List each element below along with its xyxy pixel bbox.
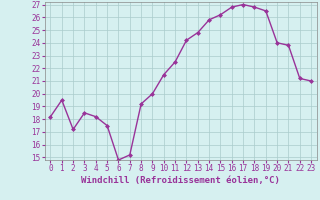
X-axis label: Windchill (Refroidissement éolien,°C): Windchill (Refroidissement éolien,°C) — [81, 176, 280, 185]
